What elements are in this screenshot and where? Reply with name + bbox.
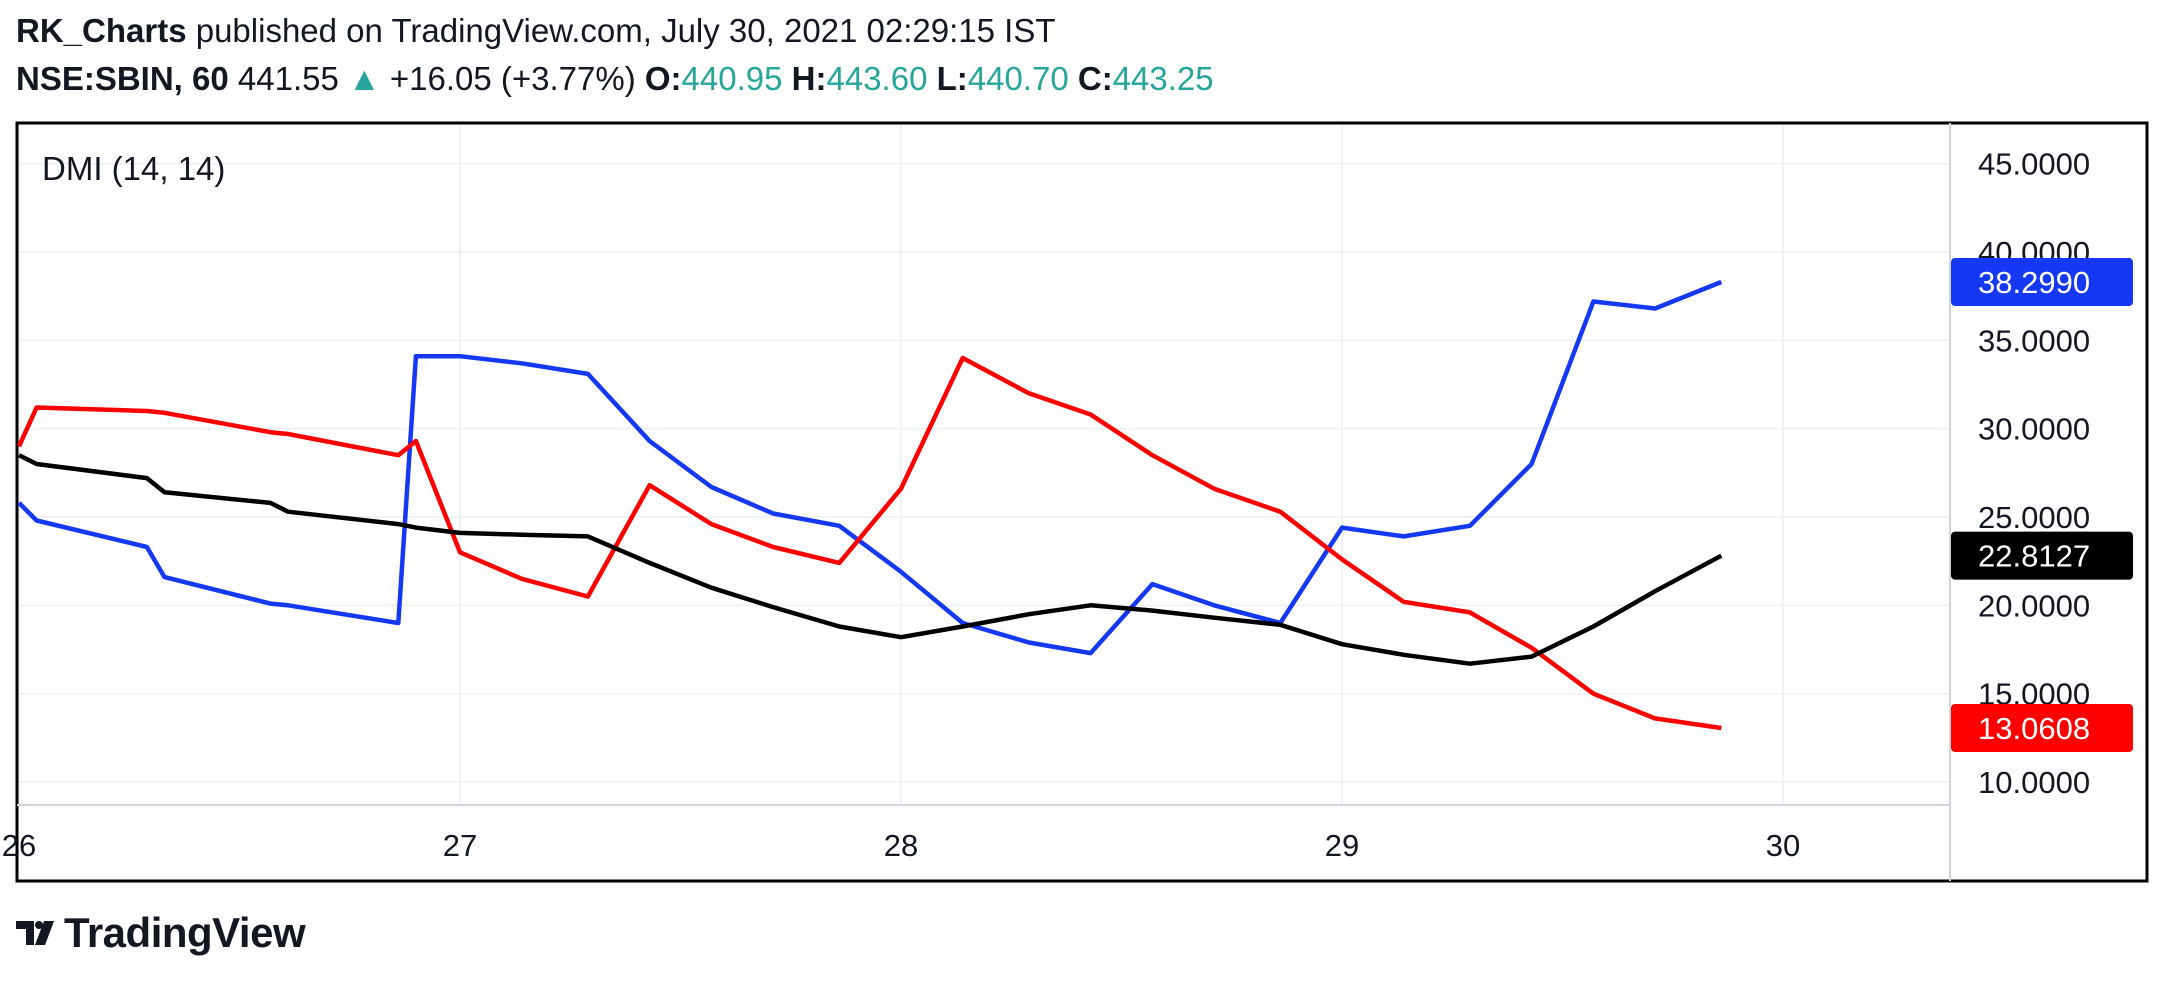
low-label: L: bbox=[936, 60, 968, 97]
publish-info: RK_Charts published on TradingView.com, … bbox=[16, 12, 1056, 50]
series-line--DI[interactable] bbox=[16, 355, 1722, 731]
up-triangle-icon: ▲ bbox=[348, 60, 381, 97]
symbol-label[interactable]: NSE:SBIN, 60 bbox=[16, 60, 229, 97]
last-value-labels: 38.2990 13.0608 22.8127 bbox=[1951, 258, 2133, 752]
last-value-text-+DI: 38.2990 bbox=[1978, 265, 2090, 300]
indicator-title[interactable]: DMI (14, 14) bbox=[42, 150, 225, 187]
y-tick-label: 45.0000 bbox=[1978, 147, 2090, 182]
y-axis[interactable]: 45.000040.000035.000030.000025.000020.00… bbox=[1978, 147, 2090, 800]
last-value-text-ADX: 22.8127 bbox=[1978, 539, 2090, 574]
symbol-info-bar: NSE:SBIN, 60 441.55 ▲ +16.05 (+3.77%) O:… bbox=[16, 60, 1214, 98]
last-value-badge-ADX bbox=[1951, 531, 2133, 580]
logo-text: TradingView bbox=[64, 909, 306, 956]
low-value: 440.70 bbox=[967, 60, 1069, 97]
x-tick-label: 30 bbox=[1766, 828, 1800, 863]
x-axis[interactable]: 26 27 28 29 30 bbox=[2, 828, 1800, 863]
last-value-badge-+DI bbox=[1951, 258, 2133, 307]
close-label: C: bbox=[1077, 60, 1113, 97]
y-tick-label: 20.0000 bbox=[1978, 588, 2090, 623]
x-tick-label: 26 bbox=[2, 828, 36, 863]
tradingview-logo[interactable]: TradingView bbox=[16, 908, 306, 958]
x-tick-label: 28 bbox=[884, 828, 918, 863]
series-line-ADX[interactable] bbox=[17, 453, 1723, 666]
y-tick-label: 10.0000 bbox=[1978, 765, 2090, 800]
high-label: H: bbox=[791, 60, 827, 97]
chart-frame bbox=[15, 121, 2149, 883]
close-value: 443.25 bbox=[1112, 60, 1214, 97]
x-tick-label: 27 bbox=[443, 828, 477, 863]
open-label: O: bbox=[644, 60, 682, 97]
published-text: published on TradingView.com, July 30, 2… bbox=[195, 12, 1056, 49]
grid bbox=[17, 123, 1950, 805]
open-value: 440.95 bbox=[681, 60, 783, 97]
tradingview-logo-icon bbox=[16, 921, 54, 945]
y-tick-label: 25.0000 bbox=[1978, 500, 2090, 535]
y-tick-label: 30.0000 bbox=[1978, 412, 2090, 447]
last-price: 441.55 bbox=[237, 60, 339, 97]
last-value-text--DI: 13.0608 bbox=[1978, 711, 2090, 746]
price-change: +16.05 (+3.77%) bbox=[389, 60, 636, 97]
last-value-badge--DI bbox=[1951, 703, 2133, 752]
series-line-+DI[interactable] bbox=[17, 279, 1723, 656]
series-layer bbox=[16, 279, 1723, 731]
y-tick-label: 35.0000 bbox=[1978, 323, 2090, 358]
x-tick-label: 29 bbox=[1325, 828, 1359, 863]
high-value: 443.60 bbox=[826, 60, 928, 97]
author-name[interactable]: RK_Charts bbox=[16, 12, 187, 49]
